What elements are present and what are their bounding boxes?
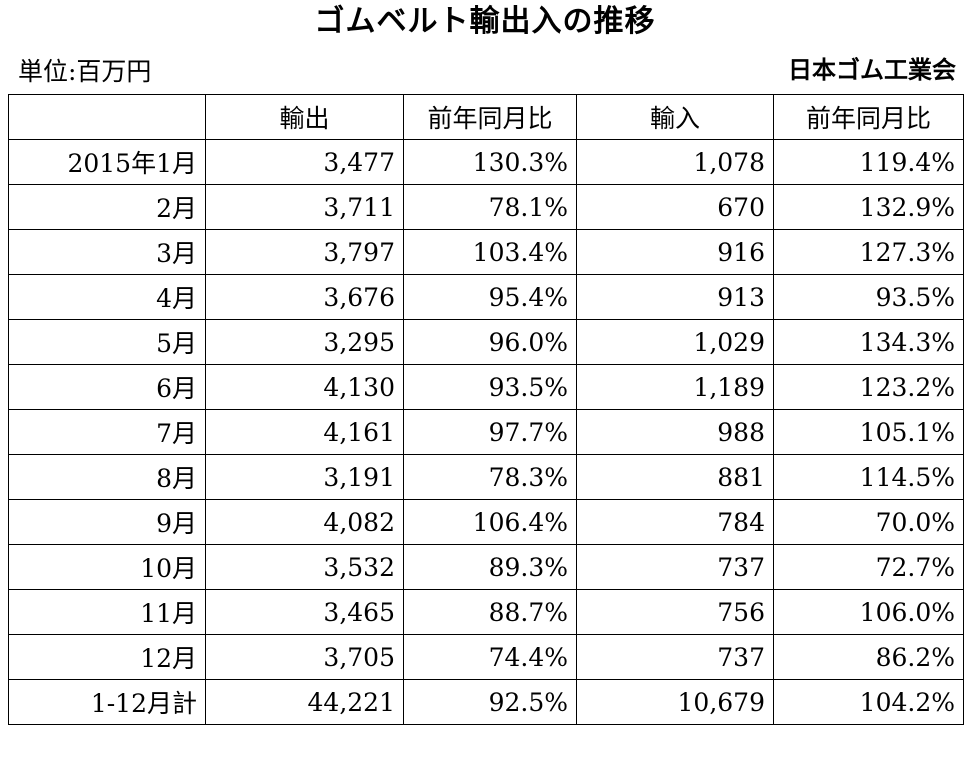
table-cell: 881 bbox=[576, 454, 774, 500]
table-row: 10月 3,532 89.3% 737 72.7% bbox=[8, 544, 964, 590]
row-label-cell: 4月 bbox=[8, 274, 206, 320]
table-cell: 737 bbox=[576, 544, 774, 590]
table-cell: 3,191 bbox=[205, 454, 404, 500]
table-cell: 97.7% bbox=[403, 409, 577, 455]
row-label-cell: 10月 bbox=[8, 544, 206, 590]
unit-label: 単位:百万円 bbox=[18, 57, 152, 86]
table-cell: 123.2% bbox=[773, 364, 964, 410]
table-cell: 92.5% bbox=[403, 679, 577, 725]
table-cell: 670 bbox=[576, 184, 774, 230]
row-label-cell: 1-12月計 bbox=[8, 679, 206, 725]
table-cell: 3,797 bbox=[205, 229, 404, 275]
table-cell: 95.4% bbox=[403, 274, 577, 320]
table-cell: 89.3% bbox=[403, 544, 577, 590]
table-cell: 93.5% bbox=[403, 364, 577, 410]
row-label-cell: 2月 bbox=[8, 184, 206, 230]
table-cell: 130.3% bbox=[403, 139, 577, 185]
table-cell: 74.4% bbox=[403, 634, 577, 680]
table-cell: 913 bbox=[576, 274, 774, 320]
table-cell: 3,676 bbox=[205, 274, 404, 320]
table-cell: 119.4% bbox=[773, 139, 964, 185]
table-cell: 93.5% bbox=[773, 274, 964, 320]
table-cell: 784 bbox=[576, 499, 774, 545]
table-row: 2015年1月 3,477 130.3% 1,078 119.4% bbox=[8, 139, 964, 185]
table-row: 9月 4,082 106.4% 784 70.0% bbox=[8, 499, 964, 545]
table-cell: 3,465 bbox=[205, 589, 404, 635]
table-cell: 1,189 bbox=[576, 364, 774, 410]
table-cell: 1,078 bbox=[576, 139, 774, 185]
table-cell: 78.1% bbox=[403, 184, 577, 230]
table-cell: 72.7% bbox=[773, 544, 964, 590]
row-label-cell: 3月 bbox=[8, 229, 206, 275]
table-row: 12月 3,705 74.4% 737 86.2% bbox=[8, 634, 964, 680]
table-cell: 114.5% bbox=[773, 454, 964, 500]
row-label-cell: 5月 bbox=[8, 319, 206, 365]
table-cell: 916 bbox=[576, 229, 774, 275]
table-cell: 737 bbox=[576, 634, 774, 680]
table-row: 3月 3,797 103.4% 916 127.3% bbox=[8, 229, 964, 275]
row-label-cell: 8月 bbox=[8, 454, 206, 500]
header-row: 輸出 前年同月比 輸入 前年同月比 bbox=[8, 94, 964, 140]
table-row: 6月 4,130 93.5% 1,189 123.2% bbox=[8, 364, 964, 410]
table-cell: 3,705 bbox=[205, 634, 404, 680]
table-cell: 104.2% bbox=[773, 679, 964, 725]
header-cell: 前年同月比 bbox=[403, 94, 577, 140]
table-cell: 103.4% bbox=[403, 229, 577, 275]
table-cell: 3,532 bbox=[205, 544, 404, 590]
table-cell: 127.3% bbox=[773, 229, 964, 275]
header-cell: 前年同月比 bbox=[773, 94, 964, 140]
table-cell: 4,130 bbox=[205, 364, 404, 410]
header-cell bbox=[8, 94, 206, 140]
table-cell: 70.0% bbox=[773, 499, 964, 545]
table-row: 7月 4,161 97.7% 988 105.1% bbox=[8, 409, 964, 455]
table-row: 4月 3,676 95.4% 913 93.5% bbox=[8, 274, 964, 320]
table-cell: 106.4% bbox=[403, 499, 577, 545]
table-cell: 3,711 bbox=[205, 184, 404, 230]
header-cell: 輸入 bbox=[576, 94, 774, 140]
table-cell: 105.1% bbox=[773, 409, 964, 455]
row-label-cell: 12月 bbox=[8, 634, 206, 680]
table-cell: 10,679 bbox=[576, 679, 774, 725]
table-row: 1-12月計 44,221 92.5% 10,679 104.2% bbox=[8, 679, 964, 725]
row-label-cell: 9月 bbox=[8, 499, 206, 545]
organization-label: 日本ゴム工業会 bbox=[788, 56, 956, 84]
table-cell: 88.7% bbox=[403, 589, 577, 635]
table-cell: 96.0% bbox=[403, 319, 577, 365]
table-cell: 78.3% bbox=[403, 454, 577, 500]
table-cell: 1,029 bbox=[576, 319, 774, 365]
table-cell: 4,161 bbox=[205, 409, 404, 455]
page-title: ゴムベルト輸出入の推移 bbox=[314, 4, 656, 39]
row-label-cell: 11月 bbox=[8, 589, 206, 635]
table-cell: 3,295 bbox=[205, 319, 404, 365]
table-cell: 86.2% bbox=[773, 634, 964, 680]
header-cell: 輸出 bbox=[205, 94, 404, 140]
table-body: 2015年1月 3,477 130.3% 1,078 119.4% 2月 3,711 78.1… bbox=[8, 139, 964, 725]
table-cell: 3,477 bbox=[205, 139, 404, 185]
row-label-cell: 2015年1月 bbox=[8, 139, 206, 185]
table-cell: 44,221 bbox=[205, 679, 404, 725]
table-cell: 132.9% bbox=[773, 184, 964, 230]
table-cell: 134.3% bbox=[773, 319, 964, 365]
data-table: 輸出 前年同月比 輸入 前年同月比 2015年1月 3,477 130.3% 1,07… bbox=[8, 94, 964, 725]
table-row: 8月 3,191 78.3% 881 114.5% bbox=[8, 454, 964, 500]
table-row: 2月 3,711 78.1% 670 132.9% bbox=[8, 184, 964, 230]
row-label-cell: 6月 bbox=[8, 364, 206, 410]
table-row: 11月 3,465 88.7% 756 106.0% bbox=[8, 589, 964, 635]
table-cell: 106.0% bbox=[773, 589, 964, 635]
table-row: 5月 3,295 96.0% 1,029 134.3% bbox=[8, 319, 964, 365]
table-cell: 4,082 bbox=[205, 499, 404, 545]
row-label-cell: 7月 bbox=[8, 409, 206, 455]
table-cell: 756 bbox=[576, 589, 774, 635]
table-cell: 988 bbox=[576, 409, 774, 455]
